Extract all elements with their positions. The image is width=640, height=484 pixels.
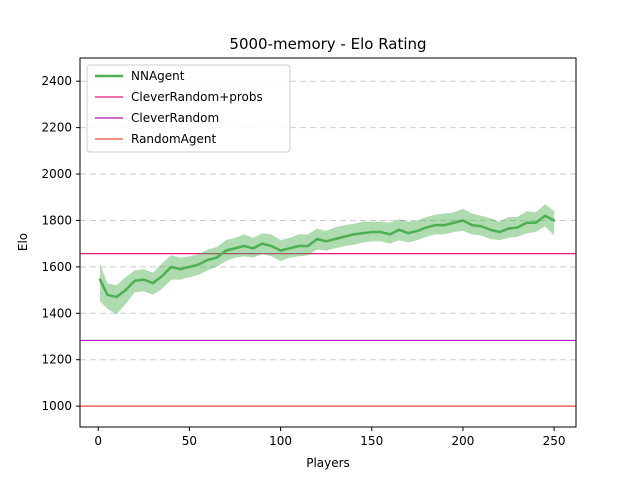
y-axis: 1000 1200 1400 1600 1800 2000 2200 2400 (41, 74, 80, 413)
legend-label: CleverRandom+probs (131, 90, 263, 104)
nnagent-confidence-band (100, 204, 555, 315)
x-tick-label: 150 (360, 434, 383, 448)
legend-items: NNAgent CleverRandom+probs CleverRandom Ran… (95, 69, 263, 146)
chart-title: 5000-memory - Elo Rating (229, 35, 426, 53)
x-axis: 0 50 100 150 200 250 (94, 427, 566, 448)
x-tick-label: 100 (269, 434, 292, 448)
y-tick-label: 2400 (41, 74, 72, 88)
x-tick-label: 0 (94, 434, 102, 448)
series-line-nnagent (98, 214, 556, 299)
series-layer (98, 214, 556, 299)
x-tick-label: 50 (182, 434, 197, 448)
legend: NNAgent CleverRandom+probs CleverRandom Ran… (86, 64, 291, 153)
legend-label: NNAgent (131, 69, 185, 83)
y-tick-label: 1200 (41, 353, 72, 367)
y-tick-label: 1800 (41, 213, 72, 227)
plot-frame (79, 57, 577, 428)
y-tick-label: 1000 (41, 399, 72, 413)
y-axis-label: Elo (16, 233, 30, 251)
confidence-band-layer (100, 204, 555, 315)
x-tick-label: 250 (543, 434, 566, 448)
y-tick-label: 2000 (41, 167, 72, 181)
legend-label: CleverRandom (131, 111, 219, 125)
y-tick-label: 1600 (41, 260, 72, 274)
y-tick-label: 2200 (41, 121, 72, 135)
legend-label: RandomAgent (131, 132, 216, 146)
x-tick-label: 200 (451, 434, 474, 448)
x-axis-label: Players (306, 456, 350, 470)
legend-box (86, 64, 291, 153)
y-tick-label: 1400 (41, 306, 72, 320)
reference-lines (80, 253, 576, 407)
